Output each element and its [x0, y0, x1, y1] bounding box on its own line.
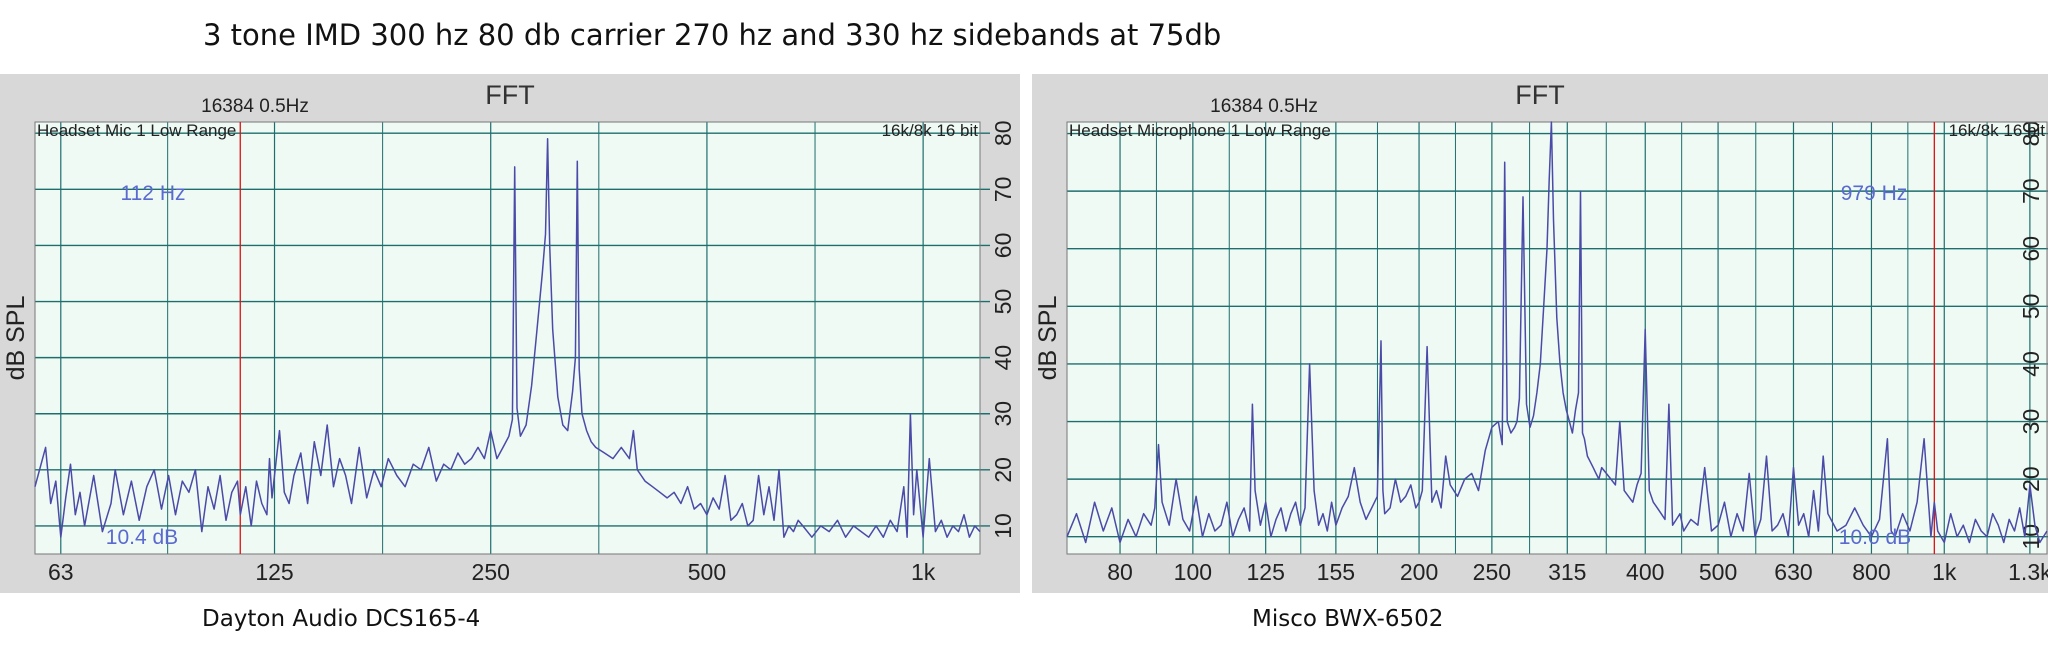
fft-settings-left: 16384 0.5Hz [201, 96, 309, 117]
y-tick-label-left: 60 [990, 233, 1016, 259]
y-axis-label-left: dB SPL [2, 296, 30, 381]
cursor-level-label-left: 10.4 dB [106, 526, 178, 549]
y-tick-label-left: 50 [990, 289, 1016, 315]
y-tick-label-left: 20 [990, 457, 1016, 483]
fft-trace-right [1066, 121, 2048, 544]
device-info-right: Headset Microphone 1 Low Range [1069, 121, 1331, 140]
x-tick-label-right: 100 [1174, 559, 1212, 585]
cursor-freq-label-left: 112 Hz [121, 182, 186, 205]
x-tick-label-left: 63 [48, 559, 74, 585]
caption-left: Dayton Audio DCS165-4 [202, 606, 481, 632]
x-tick-label-right: 500 [1699, 559, 1737, 585]
y-tick-label-right: 70 [2018, 178, 2044, 204]
y-tick-label-left: 80 [990, 120, 1016, 146]
x-tick-label-left: 1k [911, 559, 936, 585]
y-tick-label-right: 60 [2018, 236, 2044, 262]
y-tick-label-right: 10 [2018, 524, 2044, 550]
x-tick-label-left: 500 [688, 559, 726, 585]
fft-chart-left: 63 125 250 500 1k 10 20 30 40 50 60 70 80 112 Hz 10.4 … [2, 80, 1016, 585]
y-axis-label-right: dB SPL [1034, 296, 1062, 381]
y-tick-label-right: 20 [2018, 466, 2044, 492]
cursor-freq-label-right: 979 Hz [1841, 182, 1908, 205]
plot-border-left [34, 121, 981, 555]
y-tick-label-left: 10 [990, 513, 1016, 539]
y-tick-label-left: 30 [990, 401, 1016, 427]
x-tick-label-right: 200 [1400, 559, 1438, 585]
y-tick-label-right: 80 [2018, 121, 2044, 147]
x-tick-label-right: 800 [1852, 559, 1890, 585]
x-tick-label-right: 630 [1774, 559, 1812, 585]
x-tick-label-right: 125 [1246, 559, 1284, 585]
y-tick-label-left: 40 [990, 345, 1016, 371]
fft-chart-right: 80 100 125 155 200 250 315 400 500 630 800 1k 1.3k 10… [1034, 80, 2048, 585]
chart-title-right: FFT [1515, 80, 1564, 110]
y-tick-label-right: 30 [2018, 409, 2044, 435]
x-tick-label-left: 125 [255, 559, 293, 585]
x-tick-label-right: 250 [1473, 559, 1511, 585]
y-tick-label-right: 50 [2018, 294, 2044, 320]
x-tick-label-left: 250 [472, 559, 510, 585]
fft-panel-right: 80 100 125 155 200 250 315 400 500 630 800 1k 1.3k 10… [1032, 74, 2048, 593]
x-tick-label-right: 80 [1107, 559, 1133, 585]
x-tick-label-right: 315 [1548, 559, 1586, 585]
fft-trace-left [34, 138, 981, 538]
device-info-left: Headset Mic 1 Low Range [37, 121, 236, 140]
y-tick-label-left: 70 [990, 177, 1016, 203]
x-tick-label-right: 1.3k [2008, 559, 2048, 585]
plot-border-right [1066, 121, 2048, 555]
x-tick-label-right: 1k [1932, 559, 1957, 585]
chart-title-left: FFT [485, 80, 534, 110]
page-title: 3 tone IMD 300 hz 80 db carrier 270 hz a… [203, 18, 1222, 52]
cursor-level-label-right: 10.0 dB [1839, 526, 1911, 549]
format-info-right: 16k/8k 16 bit [1949, 121, 2046, 140]
x-tick-label-right: 400 [1626, 559, 1664, 585]
caption-right: Misco BWX-6502 [1252, 606, 1444, 632]
fft-panel-left: 63 125 250 500 1k 10 20 30 40 50 60 70 80 112 Hz 10.4 … [0, 74, 1020, 593]
format-info-left: 16k/8k 16 bit [882, 121, 979, 140]
fft-settings-right: 16384 0.5Hz [1210, 96, 1318, 117]
x-tick-label-right: 155 [1317, 559, 1355, 585]
y-tick-label-right: 40 [2018, 351, 2044, 377]
